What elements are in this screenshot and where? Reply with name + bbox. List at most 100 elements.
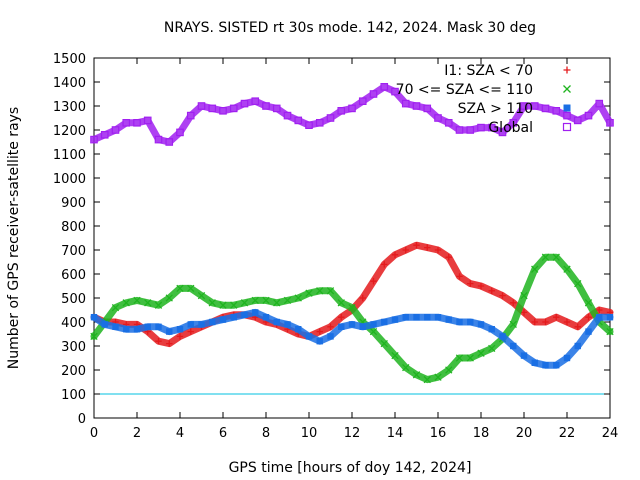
series-sza-lt-70-point <box>316 328 323 335</box>
series-sza-lt-70-point <box>402 246 409 254</box>
y-tick-label: 200 <box>61 364 86 379</box>
series-sza-gt-110-point <box>273 318 280 326</box>
series-sza-gt-110-point <box>424 314 431 321</box>
series-global <box>90 82 614 146</box>
series-sza-lt-70-point <box>359 294 366 302</box>
x-tick-label: 4 <box>176 426 184 441</box>
x-tick-label: 6 <box>219 426 227 441</box>
y-tick-label: 1300 <box>53 100 86 115</box>
series-global-point <box>219 106 227 115</box>
series-sza-lt-70-point <box>563 318 571 326</box>
series-global-point <box>530 102 539 110</box>
series-global-point <box>122 118 131 127</box>
y-tick-label: 400 <box>61 316 86 331</box>
series-global-point <box>133 118 141 127</box>
series-sza-gt-110-point <box>574 342 581 350</box>
series-sza-gt-110-point <box>402 314 409 321</box>
series-global-point <box>186 111 195 120</box>
y-tick-label: 500 <box>61 292 86 307</box>
series-sza-lt-70-point <box>574 323 581 330</box>
series-sza-gt-110-point <box>252 309 259 316</box>
series-sza-70-110-point <box>133 296 141 305</box>
series-global-point <box>154 135 163 144</box>
series-global-point <box>444 118 453 127</box>
series-global-point <box>401 99 410 108</box>
series-global-point <box>520 102 528 110</box>
series-sza-gt-110-point <box>219 316 227 323</box>
series-sza-gt-110-point <box>413 314 420 321</box>
series-sza-gt-110-point <box>434 314 442 321</box>
series-global-point <box>294 116 303 125</box>
series-sza-70-110-point <box>111 303 120 312</box>
series-global-point <box>262 102 270 110</box>
y-axis-ticks: 0 100 200 300 400 500 600 700 800 900 1000 1100 1200… <box>53 52 610 427</box>
series-sza-lt-70-point <box>585 314 592 321</box>
chart-title: NRAYS. SISTED rt 30s mode. 142, 2024. Ma… <box>164 20 536 36</box>
series-sza-lt-70-point <box>499 292 506 299</box>
legend-marker-global <box>562 122 572 132</box>
series-sza-70-110-point <box>273 299 281 307</box>
series-sza-lt-70-point <box>155 338 162 345</box>
series-global-point <box>563 111 571 120</box>
series-sza-gt-110-point <box>381 318 388 326</box>
series-sza-70-110-point <box>283 296 292 305</box>
series-global-point <box>595 99 604 108</box>
series-sza-gt-110-point <box>262 314 270 321</box>
legend-label-sza-gt-110: SZA > 110 <box>458 101 533 117</box>
series-global-point <box>498 128 507 137</box>
series-global-point <box>348 104 356 113</box>
x-tick-label: 16 <box>430 426 447 441</box>
series-sza-lt-70-point <box>456 273 463 280</box>
series-sza-70-110-point <box>219 301 227 309</box>
series-sza-gt-110-point <box>327 333 334 340</box>
x-tick-label: 8 <box>262 426 270 441</box>
series-global-point <box>229 104 238 113</box>
series-sza-70-110-point <box>262 296 270 305</box>
series-sza-gt-110-point <box>553 362 560 369</box>
series-global-trace <box>90 83 614 146</box>
series-sza-gt-110-point <box>90 314 98 321</box>
series-sza-gt-110-point <box>176 326 184 333</box>
series-global-point <box>315 118 324 127</box>
series-layer <box>90 82 614 384</box>
y-tick-label: 900 <box>61 196 86 211</box>
series-sza-gt-110-point <box>155 323 162 330</box>
series-sza-70-110-point <box>455 354 464 362</box>
series-sza-70-110-point <box>563 265 571 273</box>
x-tick-label: 18 <box>473 426 490 441</box>
series-sza-70-110-point <box>240 299 249 307</box>
y-tick-label: 600 <box>61 268 86 283</box>
series-global-point <box>541 104 550 113</box>
series-global-point <box>391 87 399 96</box>
series-sza-70-110-point <box>369 327 378 336</box>
series-sza-lt-70-point <box>467 280 474 287</box>
series-global-point <box>283 111 292 120</box>
series-sza-gt-110-point <box>338 323 345 330</box>
y-tick-label: 1100 <box>53 148 86 163</box>
series-global-point <box>176 128 184 137</box>
series-sza-gt-110-point <box>510 342 517 350</box>
series-sza-gt-110-point <box>123 326 130 333</box>
series-sza-gt-110-point <box>144 323 151 330</box>
series-sza-70-110-point <box>466 354 474 362</box>
series-global-point <box>477 123 485 132</box>
x-tick-label: 12 <box>344 426 361 441</box>
y-axis-title: Number of GPS receiver-satellite rays <box>6 107 22 369</box>
series-sza-lt-70-point <box>445 254 452 261</box>
series-sza-gt-110-point <box>456 318 463 326</box>
series-sza-gt-110-point <box>359 323 366 330</box>
series-sza-gt-110-point <box>295 326 302 333</box>
series-global-point <box>380 82 389 91</box>
series-sza-lt-70-point <box>338 314 345 321</box>
series-sza-70-110-point <box>348 303 356 312</box>
series-sza-gt-110-point <box>467 318 474 326</box>
series-sza-70-110-point <box>122 299 130 307</box>
x-tick-label: 0 <box>90 426 98 441</box>
series-sza-gt-110-point <box>596 314 603 321</box>
series-sza-70-110-point <box>520 291 528 300</box>
series-sza-gt-110-point <box>166 328 173 335</box>
series-sza-gt-110-point <box>305 333 313 340</box>
series-sza-70-110-point <box>423 375 431 384</box>
series-global-point <box>326 114 335 122</box>
y-tick-label: 0 <box>78 412 86 427</box>
